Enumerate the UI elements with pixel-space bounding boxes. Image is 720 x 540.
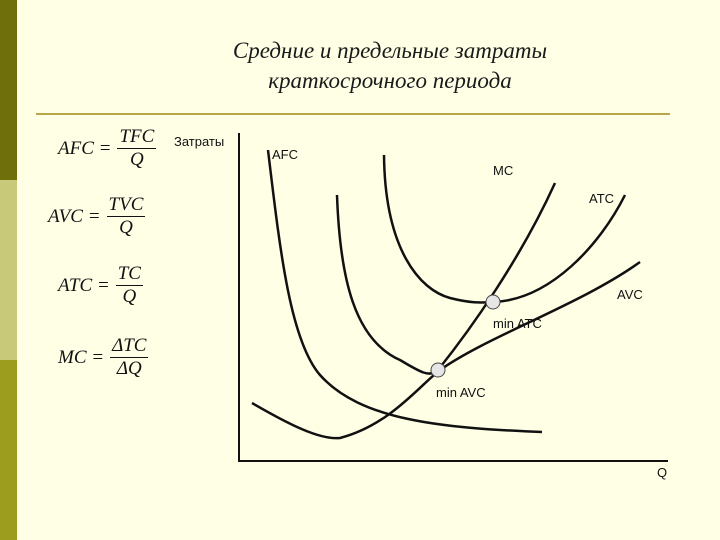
formula-avc-numerator: TVC [106,194,146,217]
formula-atc-numerator: TC [115,263,143,286]
formula-afc-numerator: TFC [117,126,157,149]
formula-afc-fraction: TFC Q [117,126,157,170]
title-line-2: краткосрочного периода [268,68,512,93]
min-avc-label: min AVC [436,385,486,400]
mc-label: MC [493,163,513,178]
formula-atc-denominator: Q [122,286,137,307]
sidebar-segment-middle [0,180,17,360]
formula-avc-lhs: AVC = [48,205,101,227]
formula-atc-lhs: ATC = [58,274,110,296]
formula-avc: AVC = TVC Q [48,194,146,238]
formula-mc-fraction: ΔTC ΔQ [110,335,149,379]
min-atc-point [485,294,501,310]
y-axis-label: Затраты [174,134,224,149]
afc-curve [266,149,543,434]
formula-afc-denominator: Q [130,149,144,170]
formula-atc-fraction: TC Q [115,263,143,307]
formula-mc-numerator: ΔTC [110,335,149,358]
formula-avc-fraction: TVC Q [106,194,146,238]
formula-afc-lhs: AFC = [58,137,112,159]
formula-mc-lhs: MC = [58,346,105,368]
x-axis-label: Q [657,465,667,480]
atc-label: ATC [589,191,614,206]
mc-curve [335,182,557,375]
decorative-sidebar [0,0,17,540]
formula-atc: ATC = TC Q [58,264,143,307]
atc-curve [382,154,627,304]
formula-mc: MC = ΔTC ΔQ [58,335,149,379]
slide-title: Средние и предельные затраты краткосрочн… [150,36,630,96]
formula-afc: AFC = TFC Q [58,126,157,170]
avc-label: AVC [617,287,643,302]
sidebar-segment-bottom [0,360,17,540]
title-divider [36,113,670,115]
sidebar-segment-top [0,0,17,180]
avc-curve [251,260,641,440]
min-atc-label: min ATC [493,316,542,331]
afc-label: AFC [272,147,298,162]
min-avc-point [430,362,446,378]
formula-avc-denominator: Q [119,217,133,238]
formula-mc-denominator: ΔQ [116,358,142,379]
title-line-1: Средние и предельные затраты [232,38,548,63]
